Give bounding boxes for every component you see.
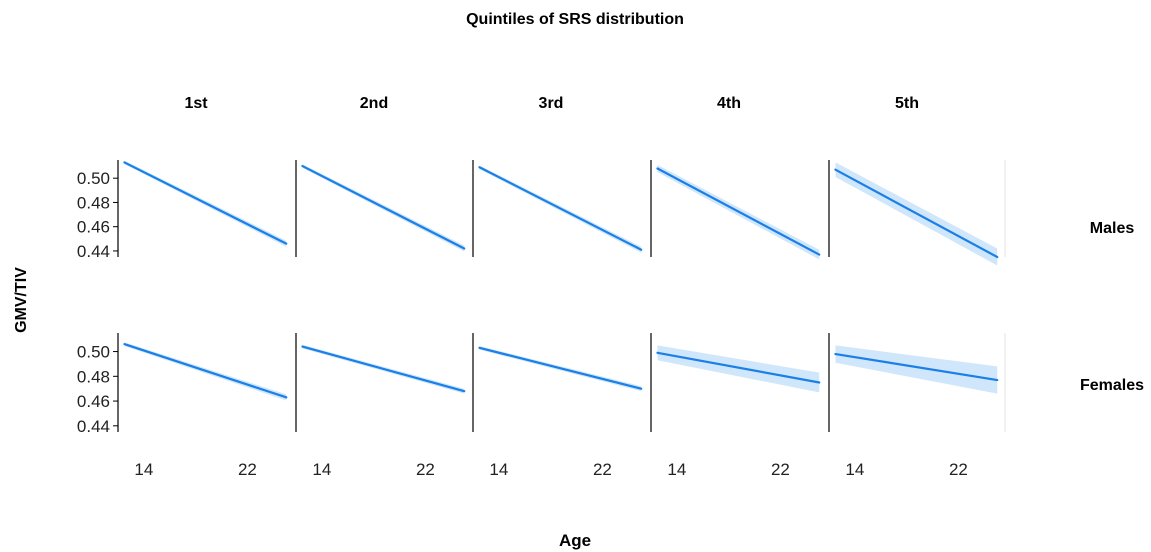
y-tick-label-males-3: 0.50 <box>77 169 110 188</box>
trend-line-males-2nd <box>301 164 466 250</box>
trend-line-males-4th <box>656 167 821 256</box>
y-tick-label-males-0: 0.44 <box>77 242 110 261</box>
trend-line-females-1st <box>123 343 288 399</box>
x-tick-label-3rd-14: 14 <box>489 460 508 479</box>
x-tick-label-2nd-14: 14 <box>312 460 331 479</box>
column-header-1st: 1st <box>184 95 208 112</box>
row-label-males: Males <box>1090 220 1135 237</box>
column-header-2nd: 2nd <box>360 95 388 112</box>
trend-line-males-1st <box>123 161 288 245</box>
x-tick-label-4th-14: 14 <box>667 460 686 479</box>
panel-axes <box>117 160 1006 432</box>
column-header-3rd: 3rd <box>539 95 564 112</box>
confidence-bands <box>124 160 998 401</box>
y-tick-label-females-3: 0.50 <box>77 343 110 362</box>
x-tick-label-2nd-22: 22 <box>416 460 435 479</box>
trend-line-females-3rd <box>478 346 643 390</box>
x-tick-label-4th-22: 22 <box>771 460 790 479</box>
trend-line-females-5th <box>834 352 999 382</box>
x-tick-label-3rd-22: 22 <box>593 460 612 479</box>
row-label-females: Females <box>1080 377 1144 394</box>
y-axis-label: GMV/TIV <box>13 267 30 333</box>
y-axis-ticks: 0.44 0.46 0.48 0.50 0.44 0.46 0.48 0.50 <box>77 169 118 436</box>
trend-lines <box>123 161 999 399</box>
y-tick-label-females-0: 0.44 <box>77 417 110 436</box>
x-tick-label-5th-14: 14 <box>845 460 864 479</box>
x-axis-ticks: 14 22 14 22 14 22 14 22 14 22 <box>134 460 967 479</box>
trend-line-females-2nd <box>301 345 466 393</box>
ci-band-females-5th <box>835 345 998 394</box>
column-header-5th: 5th <box>895 95 919 112</box>
trend-line-males-5th <box>834 168 999 259</box>
y-tick-label-males-1: 0.46 <box>77 218 110 237</box>
column-header-4th: 4th <box>717 95 741 112</box>
chart-title: Quintiles of SRS distribution <box>466 11 684 28</box>
trend-line-females-4th <box>656 351 821 384</box>
x-axis-label: Age <box>559 531 591 550</box>
y-tick-label-females-1: 0.46 <box>77 392 110 411</box>
x-tick-label-1st-14: 14 <box>134 460 153 479</box>
y-tick-label-males-2: 0.48 <box>77 193 110 212</box>
x-tick-label-1st-22: 22 <box>238 460 257 479</box>
y-tick-label-females-2: 0.48 <box>77 367 110 386</box>
trend-line-males-3rd <box>478 166 643 251</box>
x-tick-label-5th-22: 22 <box>949 460 968 479</box>
ci-band-females-4th <box>657 345 820 393</box>
column-headers: 1st 2nd 3rd 4th 5th <box>184 95 919 112</box>
